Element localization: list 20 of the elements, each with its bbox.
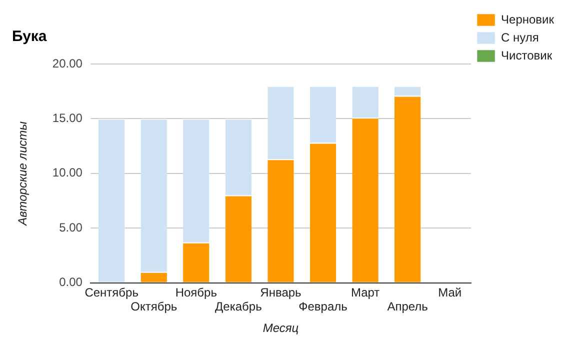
x-tick-label: Апрель xyxy=(387,300,428,314)
x-tick-label: Декабрь xyxy=(215,300,262,314)
y-tick-label: 20.00 xyxy=(52,56,83,70)
y-tick-label: 0.00 xyxy=(59,275,83,290)
x-axis-title: Месяц xyxy=(262,321,299,336)
x-tick-label: Ноябрь xyxy=(175,285,217,300)
legend-label: Чистовик xyxy=(501,48,553,62)
legend-label: С нуля xyxy=(501,30,539,44)
x-tick-label: Октябрь xyxy=(130,300,178,314)
y-axis-title: Авторские листы xyxy=(16,121,30,226)
chart-title: Бука xyxy=(12,28,48,46)
legend-label: Черновик xyxy=(501,12,555,26)
x-tick-label: Сентябрь xyxy=(84,285,138,300)
y-tick-label: 5.00 xyxy=(59,220,83,234)
x-tick-label: Март xyxy=(350,285,380,300)
x-tick-label: Май xyxy=(438,285,462,300)
y-tick-label: 10.00 xyxy=(52,166,83,180)
x-tick-label: Февраль xyxy=(298,300,348,314)
x-tick-label: Январь xyxy=(260,285,302,300)
y-tick-label: 15.00 xyxy=(52,111,83,126)
